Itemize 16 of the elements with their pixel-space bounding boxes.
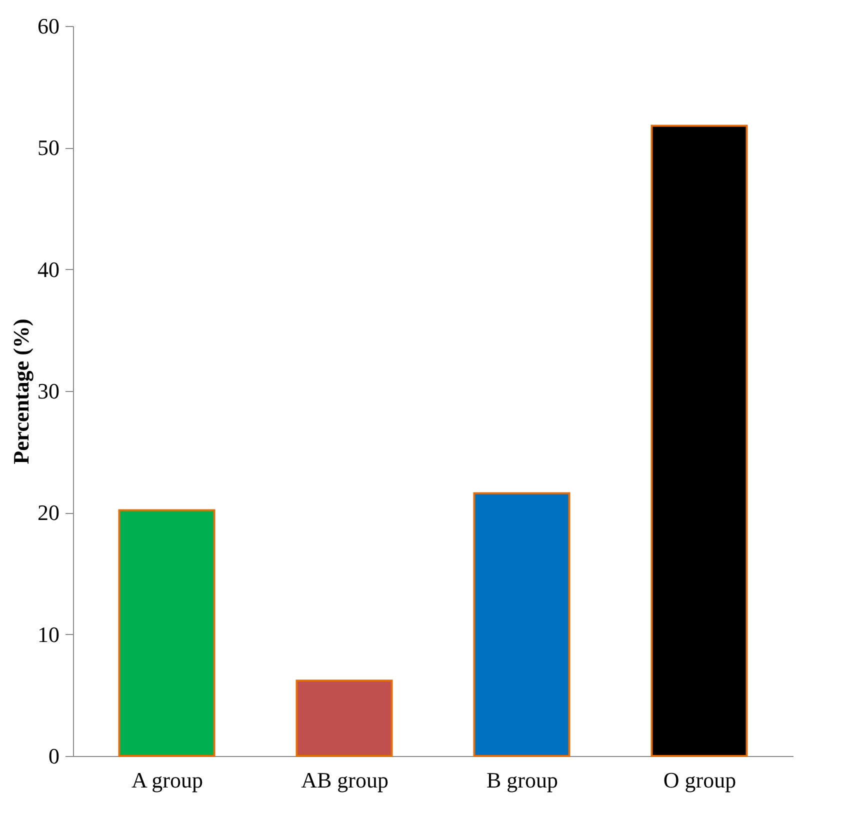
bar (473, 492, 570, 757)
x-tick-label: O group (663, 768, 736, 792)
bar (296, 680, 393, 757)
bar (118, 509, 216, 757)
y-tick-label: 10 (38, 622, 60, 647)
y-axis-title: Percentage (%) (8, 318, 34, 464)
y-tick-label: 20 (38, 500, 60, 526)
y-tick-label: 50 (38, 135, 60, 160)
y-tick-label: 60 (38, 14, 60, 38)
y-tick-label: 40 (38, 256, 60, 282)
x-tick-label: A group (132, 768, 203, 792)
bar (650, 124, 748, 757)
x-tick-label: AB group (301, 768, 388, 792)
y-tick-label: 0 (48, 744, 60, 768)
y-tick-label: 30 (38, 378, 60, 404)
x-tick-label: B group (486, 768, 558, 792)
